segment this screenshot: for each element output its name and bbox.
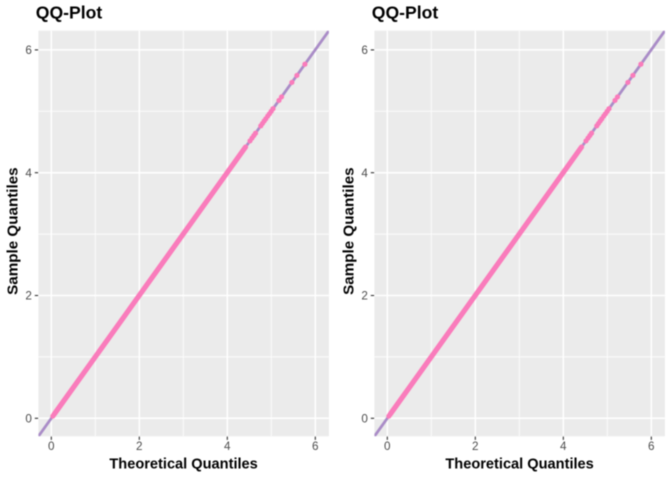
- svg-text:0: 0: [48, 440, 55, 453]
- svg-text:Theoretical Quantiles: Theoretical Quantiles: [109, 457, 257, 473]
- svg-text:4: 4: [25, 167, 32, 180]
- svg-text:Theoretical Quantiles: Theoretical Quantiles: [445, 457, 593, 473]
- svg-text:0: 0: [384, 440, 391, 453]
- svg-text:4: 4: [560, 440, 567, 453]
- svg-text:4: 4: [224, 440, 231, 453]
- svg-text:Sample Quantiles: Sample Quantiles: [341, 167, 358, 294]
- svg-text:QQ-Plot: QQ-Plot: [372, 2, 439, 22]
- svg-text:2: 2: [25, 290, 32, 303]
- svg-text:6: 6: [361, 44, 368, 57]
- svg-text:0: 0: [361, 413, 368, 426]
- svg-text:QQ-Plot: QQ-Plot: [36, 2, 103, 22]
- svg-text:6: 6: [312, 440, 319, 453]
- svg-text:2: 2: [136, 440, 143, 453]
- svg-text:2: 2: [472, 440, 479, 453]
- svg-text:6: 6: [648, 440, 655, 453]
- svg-text:6: 6: [25, 44, 32, 57]
- svg-text:0: 0: [25, 413, 32, 426]
- svg-text:Sample Quantiles: Sample Quantiles: [5, 167, 22, 294]
- svg-text:2: 2: [361, 290, 368, 303]
- svg-text:4: 4: [361, 167, 368, 180]
